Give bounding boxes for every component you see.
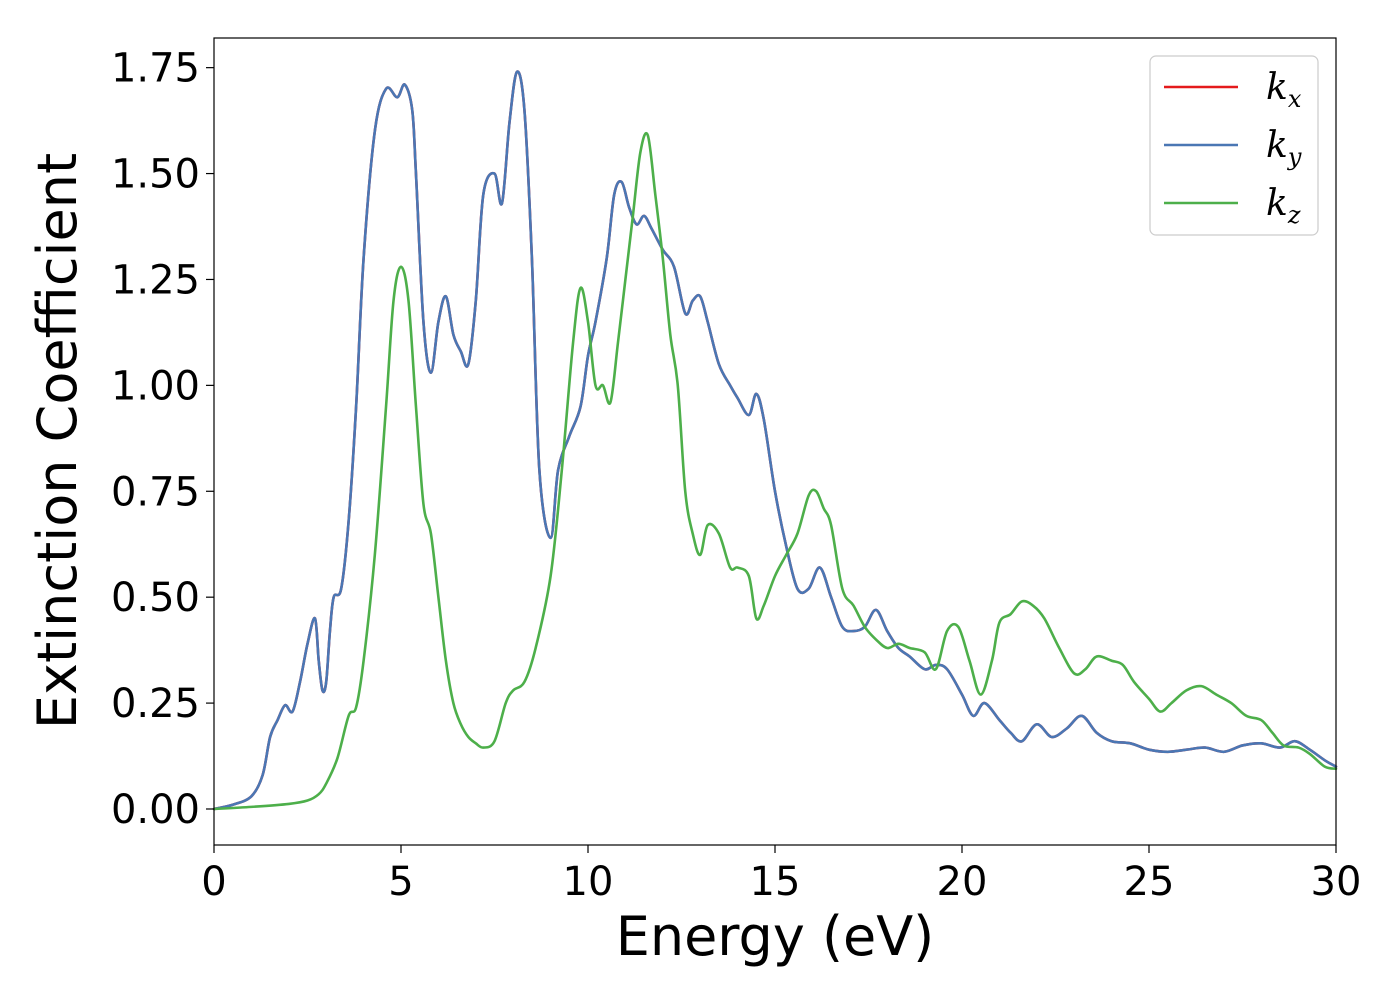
x-tick-label: 15	[750, 859, 801, 905]
y-tick-label: 0.25	[111, 681, 200, 727]
x-tick-label: 0	[201, 859, 226, 905]
legend-label-z: kz	[1266, 183, 1301, 229]
y-tick-label: 1.50	[111, 152, 200, 198]
series-line-z	[212, 131, 1338, 811]
legend-label-subscript: x	[1288, 85, 1302, 113]
x-axis: 0 5 10 15 20 25 30	[201, 845, 1361, 905]
y-tick-label: 1.25	[111, 257, 200, 303]
y-tick-label: 0.50	[111, 575, 200, 621]
legend-label-x: kx	[1266, 67, 1302, 113]
legend-label-y: ky	[1266, 125, 1302, 171]
y-axis-title: Extinction Coefficient	[26, 153, 89, 729]
legend-label-subscript: z	[1287, 201, 1301, 229]
y-tick-label: 0.75	[111, 469, 200, 515]
y-tick-label: 0.00	[111, 787, 200, 833]
x-tick-label: 20	[937, 859, 988, 905]
x-tick-label: 25	[1124, 859, 1175, 905]
y-axis: 0.00 0.25 0.50 0.75 1.00 1.25 1.50 1.75	[111, 46, 214, 833]
x-tick-label: 30	[1311, 859, 1362, 905]
y-tick-label: 1.75	[111, 46, 200, 92]
y-tick-label: 1.00	[111, 363, 200, 409]
x-tick-label: 10	[563, 859, 614, 905]
legend-label-base: k	[1266, 125, 1288, 166]
legend-label-subscript: y	[1287, 143, 1302, 171]
x-tick-label: 5	[388, 859, 413, 905]
legend-label-base: k	[1266, 183, 1288, 224]
x-axis-title: Energy (eV)	[616, 905, 935, 968]
series-layer	[212, 70, 1338, 811]
legend-label-base: k	[1266, 67, 1288, 108]
